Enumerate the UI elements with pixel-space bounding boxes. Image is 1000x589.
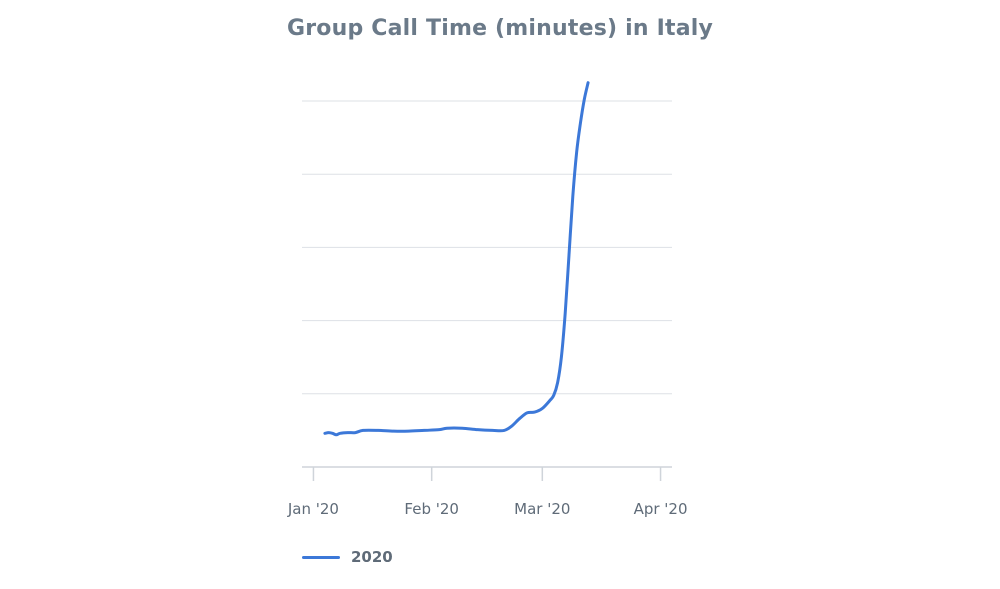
gridlines — [302, 100, 672, 395]
series-layer — [323, 81, 590, 437]
chart-title: Group Call Time (minutes) in Italy — [286, 16, 714, 41]
legend-swatch-2020 — [302, 555, 340, 559]
x-tick-label: Apr '20 — [634, 500, 688, 518]
series-line-2020 — [323, 81, 590, 437]
x-tick-label: Mar '20 — [514, 500, 570, 518]
legend: 2020 — [302, 546, 393, 568]
x-tick-label: Feb '20 — [404, 500, 459, 518]
legend-label-2020: 2020 — [351, 548, 393, 566]
x-tick-label: Jan '20 — [287, 500, 339, 518]
x-axis: Jan '20 Feb '20 Mar '20 Apr '20 — [287, 466, 688, 518]
